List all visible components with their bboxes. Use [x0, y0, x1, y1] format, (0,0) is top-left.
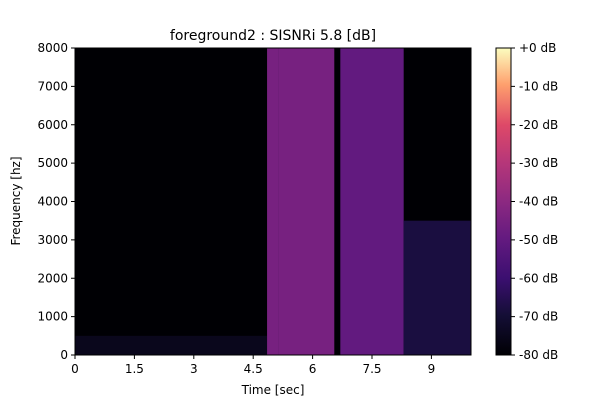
spectrogram-region-3 — [334, 48, 341, 355]
x-tick-label: 0 — [71, 362, 79, 376]
y-tick-label: 2000 — [37, 271, 68, 285]
colorbar-tick-label: -40 dB — [519, 195, 558, 209]
y-tick-label: 8000 — [37, 41, 68, 55]
colorbar-ticks: +0 dB -10 dB -20 dB -30 dB -40 dB -50 dB -60 d… — [511, 41, 558, 362]
spectrogram-region-0 — [75, 335, 268, 355]
colorbar-tick-label: -30 dB — [519, 156, 558, 170]
y-tick-label: 7000 — [37, 79, 68, 93]
y-tick-label: 1000 — [37, 310, 68, 324]
x-tick-label: 6 — [309, 362, 317, 376]
colorbar-tick-label: -80 dB — [519, 348, 558, 362]
spectrogram-heatmap — [75, 48, 471, 355]
x-axis: 0 1.5 3 4.5 6 7.5 9 — [71, 355, 435, 376]
colorbar-tick-label: -50 dB — [519, 233, 558, 247]
spectrogram-region-1 — [267, 48, 279, 355]
y-axis-label: Frequency [hz] — [9, 156, 23, 245]
colorbar-tick-label: -20 dB — [519, 118, 558, 132]
y-tick-label: 4000 — [37, 195, 68, 209]
y-tick-label: 0 — [60, 348, 68, 362]
colorbar — [495, 47, 512, 356]
colorbar-tick-label: -70 dB — [519, 310, 558, 324]
colorbar-tick-label: +0 dB — [519, 41, 556, 55]
x-tick-label: 1.5 — [125, 362, 144, 376]
x-axis-label: Time [sec] — [241, 383, 305, 397]
x-tick-label: 7.5 — [362, 362, 381, 376]
spectrogram-region-5 — [403, 220, 471, 355]
colorbar-tick-label: -60 dB — [519, 271, 558, 285]
x-tick-label: 9 — [428, 362, 436, 376]
colorbar-tick-label: -10 dB — [519, 79, 558, 93]
y-tick-label: 3000 — [37, 233, 68, 247]
chart-title: foreground2 : SISNRi 5.8 [dB] — [170, 28, 376, 44]
spectrogram-region-4 — [340, 48, 404, 355]
y-tick-label: 5000 — [37, 156, 68, 170]
x-tick-label: 3 — [190, 362, 198, 376]
x-tick-label: 4.5 — [244, 362, 263, 376]
y-axis: 0 1000 2000 3000 4000 5000 6000 7000 8000 — [37, 41, 75, 362]
spectrogram-region-2 — [278, 48, 335, 355]
y-tick-label: 6000 — [37, 118, 68, 132]
